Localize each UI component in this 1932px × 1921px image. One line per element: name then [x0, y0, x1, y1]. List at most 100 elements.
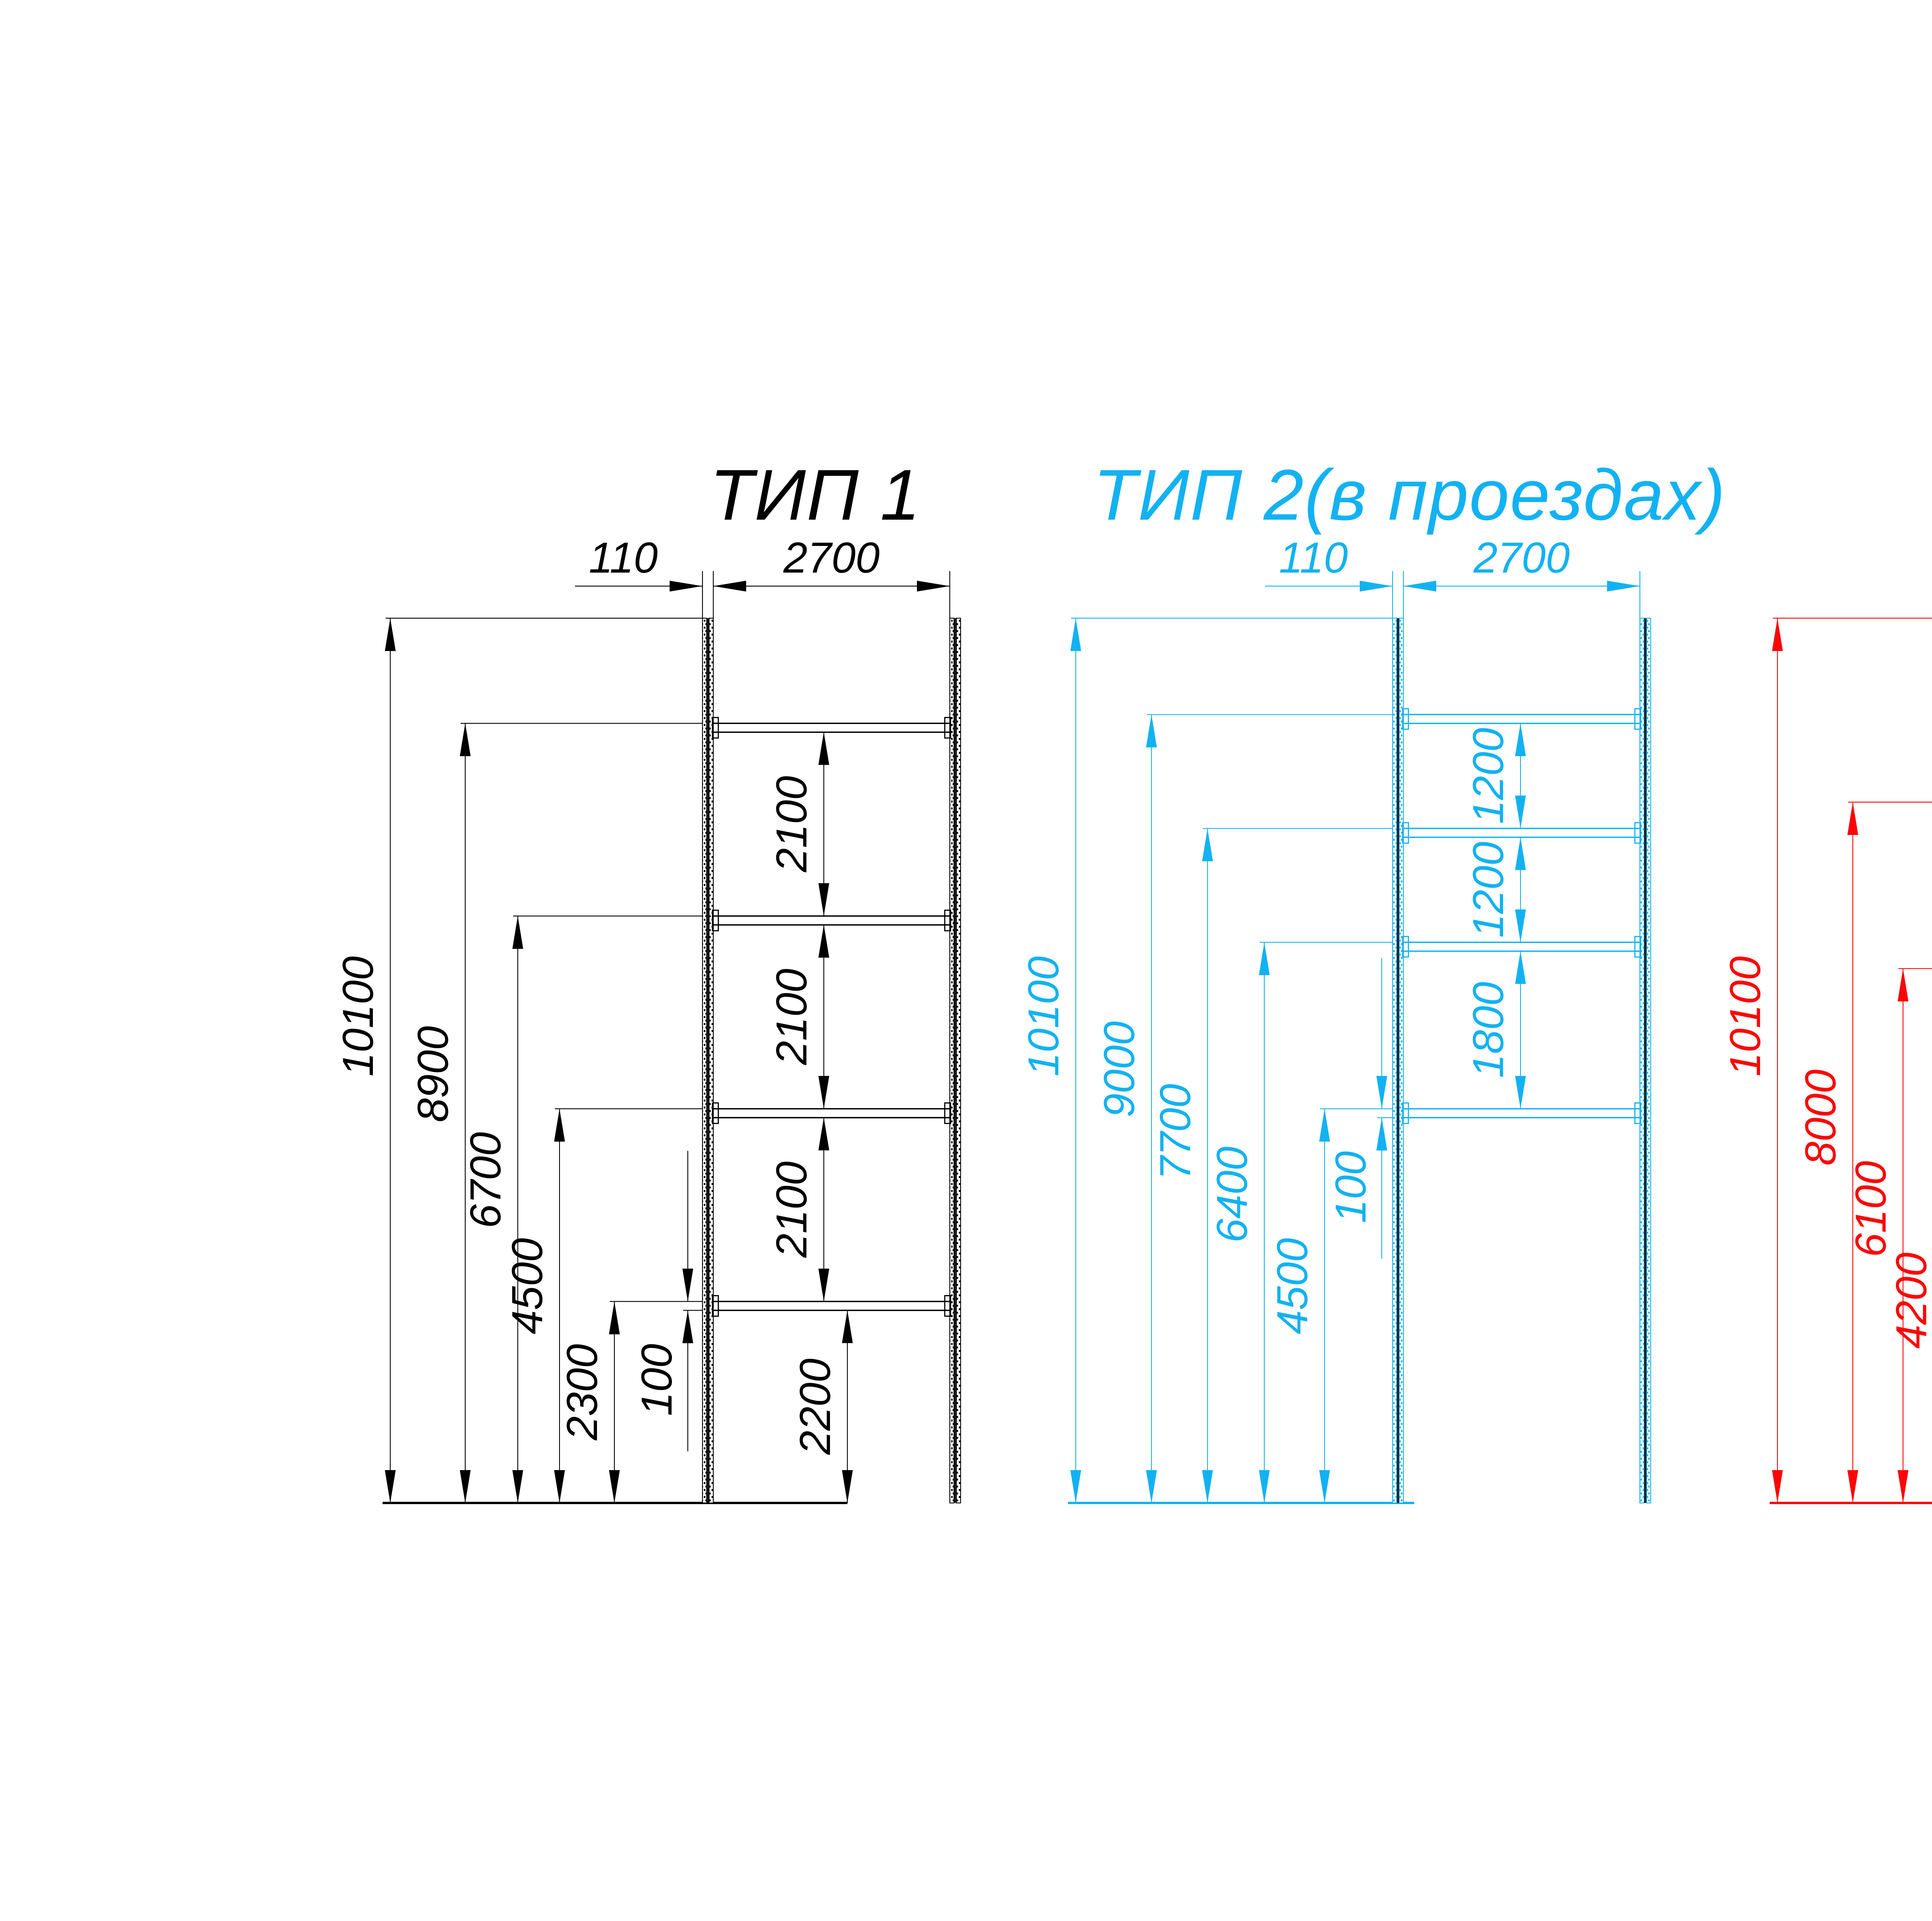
dimension-arrowhead — [1202, 1470, 1213, 1503]
height-dim-label: 6700 — [461, 1132, 510, 1228]
dimension-arrowhead — [385, 1470, 396, 1503]
clear-span-dimension: 2100 — [767, 1117, 829, 1302]
beam-connector-plate — [712, 1295, 719, 1317]
post-strip — [1398, 617, 1404, 1504]
dimension-arrowhead — [554, 1108, 565, 1142]
height-dimension: 10100 — [334, 617, 702, 1503]
beam-connector-plate — [944, 910, 951, 932]
upright-post — [1639, 617, 1651, 1504]
dimension-arrowhead — [818, 1117, 829, 1151]
clear-span-label: 1800 — [1464, 982, 1512, 1078]
bay-width-dim-label: 2700 — [783, 534, 879, 582]
height-dim-label: 7700 — [1151, 1084, 1199, 1180]
dimension-arrowhead — [609, 1301, 620, 1334]
clear-span-label: 2200 — [791, 1358, 839, 1455]
dimension-arrowhead — [713, 581, 746, 592]
height-dim-label: 8900 — [409, 1026, 457, 1122]
clear-span-dimension: 1200 — [1464, 837, 1526, 942]
dimension-arrowhead — [682, 1268, 693, 1302]
dimension-arrowhead — [818, 925, 829, 958]
clear-span-dimension: 2200 — [791, 1310, 853, 1503]
beam — [1402, 708, 1641, 730]
dimension-arrowhead — [818, 1076, 829, 1109]
title-type-2: ТИП 2(в проездах) — [1093, 455, 1726, 535]
dimension-arrowhead — [818, 1268, 829, 1302]
dimension-arrowhead — [1146, 714, 1157, 748]
dimension-arrowhead — [1607, 581, 1640, 592]
clear-span-dimension: 2100 — [767, 925, 829, 1109]
height-dim-label: 4500 — [503, 1238, 551, 1334]
post-strip — [949, 617, 955, 1504]
height-dimension: 10100 — [1019, 617, 1393, 1503]
post-strip — [702, 617, 707, 1504]
beam-connector-plate — [712, 717, 719, 739]
dimension-arrowhead — [554, 1470, 565, 1503]
height-dim-label: 10100 — [1721, 956, 1769, 1076]
beam-connector-plate — [1634, 1102, 1641, 1124]
beam — [712, 1295, 951, 1317]
clear-span-label: 1200 — [1464, 728, 1512, 824]
height-dimension: 6700 — [461, 915, 702, 1503]
dimension-arrowhead — [1515, 1076, 1526, 1109]
beam-connector-plate — [944, 1295, 951, 1317]
dimension-arrowhead — [1515, 951, 1526, 984]
height-dimension: 4200 — [1887, 1253, 1932, 1349]
height-dimension: 4500 — [503, 1108, 702, 1503]
upright-post — [1392, 617, 1404, 1504]
post-strip — [1646, 617, 1651, 1504]
dimension-arrowhead — [1772, 1470, 1783, 1503]
beam-connector-plate — [1634, 708, 1641, 730]
height-dimension: 8000 — [1796, 802, 1932, 1503]
dimension-arrowhead — [1898, 968, 1908, 1001]
beam-connector-plate — [712, 910, 719, 932]
dimension-arrowhead — [460, 723, 471, 756]
top-dimensions: 110 2700 — [1265, 534, 1641, 618]
dimension-arrowhead — [818, 732, 829, 765]
dimension-arrowhead — [1515, 723, 1526, 756]
height-dimension: 8900 — [409, 723, 702, 1503]
beam — [1402, 1102, 1641, 1124]
dimension-arrowhead — [1376, 1076, 1387, 1109]
post-strip — [708, 617, 714, 1504]
clear-span-dimension: 1800 — [1464, 951, 1526, 1109]
clear-span-dimension: 1200 — [1464, 723, 1526, 829]
beam-thickness-label: 100 — [633, 1344, 681, 1416]
beam-connector-plate — [1634, 822, 1641, 844]
height-dimension: 4500 — [1268, 1108, 1393, 1503]
clear-span-dimension: 2100 — [767, 732, 829, 916]
beam-thickness-dimension: 100 — [1327, 958, 1393, 1259]
height-dimension: 6100 — [1847, 968, 1932, 1503]
beam — [712, 1102, 951, 1124]
height-dim-label: 2300 — [558, 1344, 606, 1441]
dimension-arrowhead — [1202, 828, 1213, 862]
height-dim-label: 6100 — [1847, 1161, 1895, 1257]
height-dimension: 6400 — [1208, 942, 1393, 1503]
beam — [712, 717, 951, 739]
dimension-arrowhead — [609, 1470, 620, 1503]
beam-connector-plate — [944, 717, 951, 739]
beam-connector-plate — [1402, 936, 1409, 958]
beam-connector-plate — [1402, 708, 1409, 730]
dimension-arrowhead — [460, 1470, 471, 1503]
title-type-1: ТИП 1 — [710, 455, 921, 535]
beam-connector-plate — [944, 1102, 951, 1124]
post-strip — [1392, 617, 1398, 1504]
beam — [712, 910, 951, 932]
dimension-arrowhead — [1515, 796, 1526, 829]
dimension-arrowhead — [842, 1310, 853, 1343]
bay-width-dim-label: 2700 — [1473, 534, 1570, 582]
upright-post — [949, 617, 961, 1504]
clear-span-label: 2100 — [767, 776, 816, 872]
beam — [1402, 822, 1641, 844]
dimension-arrowhead — [1259, 1470, 1270, 1503]
dimension-arrowhead — [682, 1310, 693, 1343]
dimension-arrowhead — [1515, 837, 1526, 870]
beam-connector-plate — [712, 1102, 719, 1124]
clear-span-label: 1200 — [1464, 842, 1512, 938]
height-dim-label: 4500 — [1268, 1238, 1316, 1334]
dimension-arrowhead — [1376, 1117, 1387, 1151]
clear-span-label: 2100 — [767, 1161, 816, 1258]
dimension-arrowhead — [1515, 909, 1526, 942]
